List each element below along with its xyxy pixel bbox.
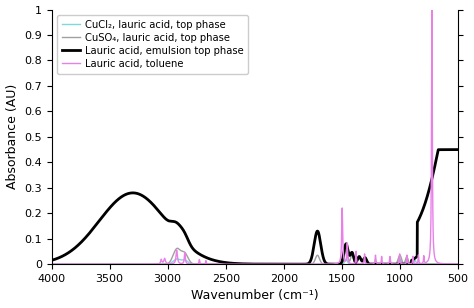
Lauric acid, toluene <box>273 262 278 266</box>
Lauric acid, emulsion top phase <box>196 252 201 255</box>
CuCl₂, lauric acid, top phase <box>273 262 278 266</box>
Lauric acid, emulsion top phase <box>55 257 60 260</box>
CuCl₂, lauric acid, top phase <box>196 262 201 266</box>
Lauric acid, toluene <box>49 262 55 266</box>
Lauric acid, toluene <box>429 8 435 11</box>
CuSO₄, lauric acid, top phase <box>196 262 201 266</box>
Lauric acid, toluene <box>55 262 60 266</box>
Line: Lauric acid, toluene: Lauric acid, toluene <box>52 10 458 264</box>
Line: CuCl₂, lauric acid, top phase: CuCl₂, lauric acid, top phase <box>52 259 458 264</box>
Lauric acid, toluene <box>102 262 108 266</box>
Lauric acid, emulsion top phase <box>91 226 96 230</box>
CuSO₄, lauric acid, top phase <box>55 262 60 266</box>
CuCl₂, lauric acid, top phase <box>174 257 180 261</box>
CuSO₄, lauric acid, top phase <box>174 246 180 250</box>
Lauric acid, toluene <box>50 262 55 266</box>
CuSO₄, lauric acid, top phase <box>455 262 461 266</box>
Lauric acid, emulsion top phase <box>409 262 414 266</box>
CuCl₂, lauric acid, top phase <box>91 262 96 266</box>
CuCl₂, lauric acid, top phase <box>55 262 60 266</box>
Lauric acid, toluene <box>196 261 201 265</box>
Line: CuSO₄, lauric acid, top phase: CuSO₄, lauric acid, top phase <box>52 248 458 264</box>
Legend: CuCl₂, lauric acid, top phase, CuSO₄, lauric acid, top phase, Lauric acid, emuls: CuCl₂, lauric acid, top phase, CuSO₄, la… <box>56 14 248 74</box>
CuCl₂, lauric acid, top phase <box>455 262 461 266</box>
CuSO₄, lauric acid, top phase <box>50 262 55 266</box>
Lauric acid, toluene <box>455 262 461 266</box>
CuSO₄, lauric acid, top phase <box>91 262 96 266</box>
Lauric acid, emulsion top phase <box>273 262 278 266</box>
Lauric acid, toluene <box>91 262 96 266</box>
CuSO₄, lauric acid, top phase <box>49 262 55 266</box>
CuSO₄, lauric acid, top phase <box>273 262 278 266</box>
Line: Lauric acid, emulsion top phase: Lauric acid, emulsion top phase <box>52 150 458 264</box>
X-axis label: Wavenumber (cm⁻¹): Wavenumber (cm⁻¹) <box>191 290 319 302</box>
Y-axis label: Absorbance (AU): Absorbance (AU) <box>6 84 18 189</box>
Lauric acid, emulsion top phase <box>455 148 461 152</box>
Lauric acid, emulsion top phase <box>102 212 108 216</box>
CuCl₂, lauric acid, top phase <box>49 262 55 266</box>
CuSO₄, lauric acid, top phase <box>102 262 108 266</box>
Lauric acid, emulsion top phase <box>50 258 55 262</box>
CuCl₂, lauric acid, top phase <box>102 262 108 266</box>
Lauric acid, emulsion top phase <box>49 258 55 262</box>
CuCl₂, lauric acid, top phase <box>50 262 55 266</box>
